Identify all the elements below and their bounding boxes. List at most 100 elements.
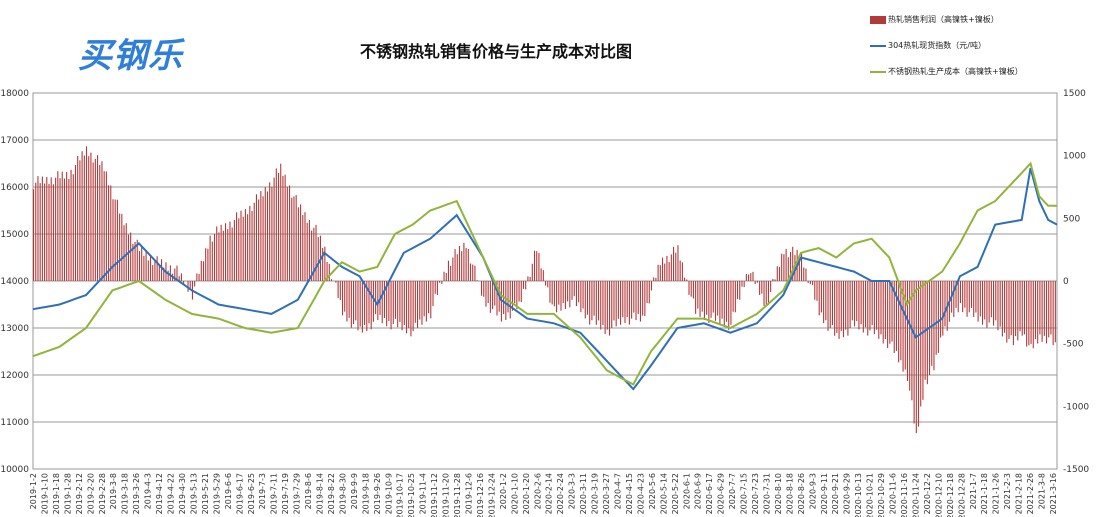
profit-bar	[957, 281, 959, 313]
profit-bar	[661, 257, 664, 281]
profit-bar	[968, 281, 970, 313]
profit-bar	[993, 281, 995, 326]
profit-bar	[829, 281, 831, 328]
profit-bar	[714, 281, 717, 321]
profit-bar	[306, 222, 308, 281]
profit-bar	[326, 262, 328, 281]
profit-bar	[238, 218, 240, 281]
profit-bar	[174, 268, 176, 281]
x-tick-label: 2020-5-6	[648, 473, 657, 509]
profit-bar	[335, 281, 337, 283]
x-tick-label: 2019-6-25	[247, 473, 256, 514]
profit-bar	[1032, 281, 1034, 349]
profit-bar	[547, 281, 549, 288]
profit-bar	[741, 281, 743, 287]
profit-bar	[917, 281, 920, 427]
profit-bar	[489, 281, 491, 313]
x-tick-label: 2020-6-1	[682, 473, 691, 509]
profit-bar	[213, 234, 216, 281]
profit-bar	[803, 267, 805, 281]
profit-bar	[507, 281, 509, 313]
profit-bar	[668, 261, 670, 281]
profit-bar	[361, 281, 363, 333]
profit-bar	[458, 245, 461, 281]
x-tick-label: 2020-8-18	[785, 473, 794, 514]
chart-title: 不锈钢热轧销售价格与生产成本对比图	[360, 42, 633, 61]
profit-bar	[344, 281, 346, 312]
x-tick-label: 2020-3-19	[591, 473, 600, 514]
profit-bar	[447, 260, 449, 281]
profit-bar	[688, 281, 690, 295]
profit-bar	[176, 265, 178, 281]
x-tick-label: 2019-4-22	[167, 473, 176, 514]
x-tick-label: 2020-3-3	[568, 473, 577, 509]
y-right-tick-label: 0	[1063, 277, 1069, 287]
profit-bar	[882, 281, 884, 344]
profit-bar	[681, 262, 683, 281]
profit-bar	[525, 281, 527, 290]
profit-bar	[973, 281, 975, 317]
x-tick-label: 2019-10-25	[407, 473, 416, 517]
profit-bar	[357, 281, 359, 331]
profit-bar	[926, 281, 928, 385]
profit-bar	[77, 155, 79, 281]
profit-bar	[679, 260, 681, 281]
x-tick-label: 2020-11-6	[889, 473, 898, 514]
profit-bar	[737, 281, 739, 300]
x-tick-label: 2020-6-9	[694, 473, 703, 509]
profit-bar	[66, 172, 68, 281]
x-tick-label: 2021-1-7	[969, 473, 978, 509]
x-tick-label: 2021-3-8	[1038, 473, 1047, 509]
profit-bar	[895, 281, 897, 351]
profit-bar	[284, 174, 286, 281]
profit-bar	[759, 281, 761, 295]
profit-bar	[853, 281, 856, 327]
profit-bar	[341, 281, 344, 316]
profit-bar	[337, 281, 339, 299]
profit-bar	[754, 281, 756, 285]
profit-bar	[767, 281, 769, 306]
profit-bar	[194, 281, 196, 287]
profit-bar	[149, 255, 152, 281]
profit-bar	[805, 268, 807, 281]
profit-bar	[202, 261, 205, 281]
profit-bar	[575, 281, 577, 307]
profit-bar	[421, 281, 423, 325]
x-tick-label: 2020-11-24	[912, 473, 921, 517]
profit-bar	[169, 265, 171, 281]
profit-bar	[542, 270, 544, 281]
profit-bar	[531, 263, 533, 281]
x-tick-label: 2020-3-27	[602, 473, 611, 514]
profit-bar	[995, 281, 997, 321]
profit-bar	[277, 172, 280, 281]
profit-bar	[216, 226, 218, 281]
profit-bar	[286, 186, 288, 281]
profit-bar	[487, 281, 489, 303]
profit-bar	[937, 281, 939, 353]
profit-bar	[564, 281, 566, 310]
profit-bar	[50, 177, 52, 281]
profit-bar	[953, 281, 955, 317]
profit-bar	[520, 281, 522, 303]
profit-bar	[891, 281, 893, 342]
x-tick-label: 2021-1-18	[980, 473, 989, 514]
profit-bar	[560, 281, 562, 311]
profit-bar	[514, 281, 516, 304]
profit-bar	[452, 257, 454, 281]
profit-bar	[59, 178, 61, 281]
profit-bar	[125, 223, 127, 281]
profit-bar	[463, 242, 465, 281]
y-left-tick-label: 17000	[0, 136, 29, 146]
profit-bar	[573, 281, 575, 297]
profit-bar	[695, 281, 697, 314]
profit-bar	[690, 281, 692, 297]
x-tick-label: 2019-5-29	[212, 473, 221, 514]
profit-bar	[392, 281, 394, 325]
x-tick-label: 2020-2-6	[533, 473, 542, 509]
x-tick-label: 2020-6-17	[705, 473, 714, 514]
profit-bar	[538, 252, 540, 281]
profit-bar	[260, 191, 262, 281]
x-tick-label: 2020-12-10	[934, 473, 943, 517]
profit-bar	[494, 281, 496, 306]
profit-bar	[348, 281, 350, 318]
